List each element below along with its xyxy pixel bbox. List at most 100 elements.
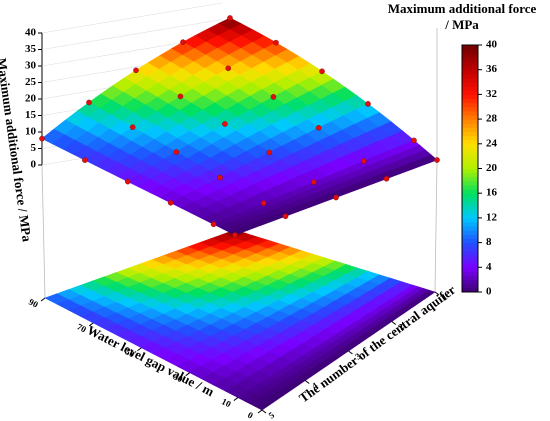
colorbar-segment — [462, 131, 478, 137]
y-tick — [434, 291, 440, 296]
colorbar-segment — [462, 77, 478, 83]
y-tick — [261, 409, 267, 414]
colorbar-segment — [462, 209, 478, 215]
y-tick-label: 5 — [267, 410, 277, 421]
data-point — [225, 65, 232, 72]
grid-line — [41, 2, 223, 34]
data-point — [167, 199, 174, 206]
data-point — [411, 137, 417, 144]
z-tick-label: 10 — [25, 126, 37, 138]
colorbar-segment — [462, 283, 478, 289]
data-point — [361, 158, 367, 164]
data-point — [434, 157, 440, 163]
data-point — [129, 124, 136, 130]
colorbar-segment — [462, 201, 478, 207]
colorbar-segment — [462, 213, 478, 219]
data-point — [217, 174, 223, 181]
colorbar-segment — [462, 168, 478, 174]
x-tick — [257, 409, 263, 414]
colorbar-segment — [462, 197, 478, 202]
colorbar-tick-label: 8 — [486, 236, 492, 248]
colorbar-segment — [462, 106, 478, 112]
grid-line — [41, 19, 223, 50]
colorbar-segment — [462, 139, 478, 145]
colorbar-segment — [462, 246, 478, 252]
colorbar-tick-label: 40 — [486, 39, 498, 51]
colorbar-segment — [462, 254, 478, 260]
colorbar-segment — [462, 110, 478, 116]
y-tick-label: 1 — [440, 292, 450, 303]
y-tick-label: 3 — [353, 351, 363, 362]
colorbar-segment — [462, 123, 478, 128]
data-point — [273, 39, 279, 46]
colorbar-segment — [462, 205, 478, 211]
z-tick-label: 5 — [31, 142, 37, 154]
colorbar-segment — [462, 222, 478, 227]
colorbar-segment — [462, 172, 478, 178]
colorbar-segment — [462, 259, 478, 264]
data-point — [282, 213, 289, 220]
colorbar-title: Maximum additional force — [388, 1, 537, 16]
colorbar-segment — [462, 184, 478, 190]
colorbar-segment — [462, 230, 478, 235]
colorbar-segment — [462, 86, 478, 91]
colorbar-segment — [462, 242, 478, 248]
colorbar-segment — [462, 250, 478, 256]
data-point — [39, 135, 45, 142]
z-tick-label: 30 — [25, 60, 37, 72]
y-tick — [304, 380, 310, 384]
colorbar-segment — [462, 119, 478, 124]
x-tick — [88, 322, 94, 327]
z-tick-label: 20 — [25, 93, 37, 105]
colorbar-segment — [462, 287, 478, 293]
data-point — [133, 67, 139, 74]
colorbar-segment — [462, 90, 478, 95]
x-tick-label: 0 — [246, 410, 255, 421]
colorbar-segment — [462, 156, 478, 161]
z-tick-label: 25 — [25, 76, 37, 88]
colorbar-segment — [462, 45, 478, 50]
colorbar-tick-label: 0 — [486, 286, 492, 298]
colorbar-segment — [462, 160, 478, 165]
colorbar-segment — [462, 143, 478, 149]
colorbar-segment — [462, 176, 478, 182]
data-point — [210, 221, 217, 228]
data-point — [260, 200, 267, 206]
colorbar-segment — [462, 147, 478, 153]
colorbar-segment — [462, 267, 478, 272]
colorbar-segment — [462, 135, 478, 141]
colorbar-segment — [462, 94, 478, 100]
x-tick-label: 90 — [27, 297, 40, 310]
colorbar-segment — [462, 275, 478, 281]
colorbar-segment — [462, 271, 478, 277]
data-point — [124, 178, 131, 185]
colorbar-tick-label: 16 — [486, 187, 498, 199]
box-edge — [434, 159, 438, 293]
colorbar-segment — [462, 73, 478, 79]
colorbar-tick-label: 36 — [486, 63, 498, 75]
colorbar-segment — [462, 189, 478, 194]
y-tick-label: 2 — [396, 321, 406, 332]
z-tick-label: 35 — [25, 43, 37, 55]
colorbar-segment — [462, 152, 478, 157]
colorbar-segment — [462, 57, 478, 62]
data-point — [365, 101, 371, 107]
data-point — [310, 179, 317, 185]
y-tick — [348, 350, 353, 355]
colorbar-segment — [462, 98, 478, 104]
colorbar-tick-label: 28 — [486, 113, 498, 125]
colorbar-segment — [462, 217, 478, 223]
colorbar-segment — [462, 53, 478, 58]
y-tick-label: 4 — [310, 380, 320, 391]
data-point — [227, 15, 233, 21]
colorbar-segment — [462, 102, 478, 108]
z-tick-label: 0 — [31, 159, 37, 171]
x-tick — [137, 347, 142, 352]
x-tick — [233, 397, 239, 401]
z-tick-label: 15 — [25, 109, 37, 121]
colorbar-tick-label: 12 — [486, 211, 498, 223]
colorbar-segment — [462, 263, 478, 268]
data-point — [173, 149, 180, 155]
colorbar-title: / MPa — [444, 17, 479, 32]
